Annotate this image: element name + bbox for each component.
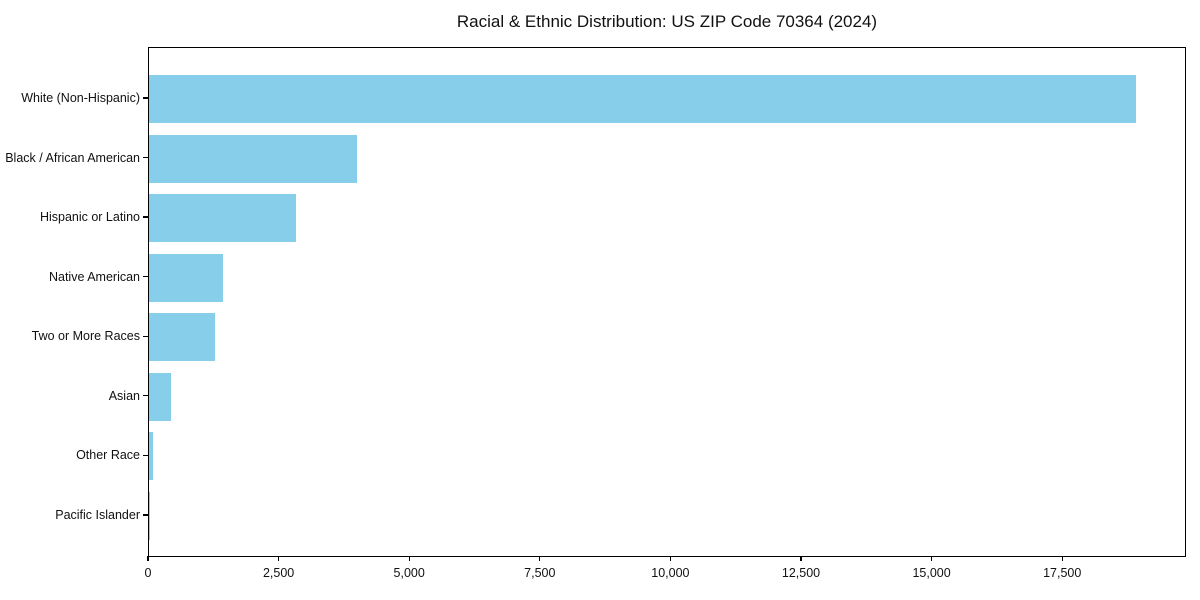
y-tick-mark (143, 335, 148, 337)
x-tick-mark (539, 556, 541, 561)
y-axis-label: Two or More Races (31, 329, 140, 344)
y-tick-mark (143, 97, 148, 99)
x-tick-mark (930, 556, 933, 561)
x-axis-label: 7,500 (524, 566, 556, 580)
y-tick-mark (143, 514, 148, 516)
x-axis-label: 5,000 (393, 566, 425, 580)
x-axis-label: 17,500 (1043, 566, 1082, 580)
plot-area (148, 47, 1186, 557)
bar (149, 491, 150, 540)
bar (149, 432, 153, 481)
x-tick-mark (147, 556, 149, 561)
y-axis-label: Hispanic or Latino (39, 210, 140, 225)
y-axis-label: Asian (108, 388, 140, 403)
x-axis-label: 15,000 (912, 566, 951, 580)
x-tick-mark (800, 556, 802, 561)
x-axis-label: 0 (144, 566, 152, 580)
y-tick-mark (143, 276, 148, 278)
y-tick-mark (143, 454, 148, 457)
y-axis-label: Pacific Islander (55, 507, 140, 522)
y-axis-label: Black / African American (5, 150, 140, 165)
bar (149, 313, 215, 362)
y-tick-mark (143, 216, 148, 218)
x-axis-label: 2,500 (262, 566, 295, 580)
bar (149, 372, 171, 421)
x-tick-mark (277, 556, 280, 561)
bar (149, 75, 1136, 123)
x-axis-label: 12,500 (781, 566, 821, 580)
y-axis-label: Other Race (76, 448, 140, 463)
y-tick-mark (143, 156, 148, 159)
x-tick-mark (1061, 556, 1063, 561)
x-tick-mark (669, 556, 672, 561)
y-tick-mark (143, 395, 148, 397)
bar (149, 194, 296, 243)
bar (149, 134, 357, 183)
bar (149, 253, 223, 302)
x-axis-label: 10,000 (651, 566, 690, 580)
y-axis-label: White (Non-Hispanic) (21, 91, 140, 105)
x-tick-mark (408, 556, 410, 561)
chart-title: Racial & Ethnic Distribution: US ZIP Cod… (456, 12, 878, 31)
y-axis-label: Native American (48, 269, 140, 284)
